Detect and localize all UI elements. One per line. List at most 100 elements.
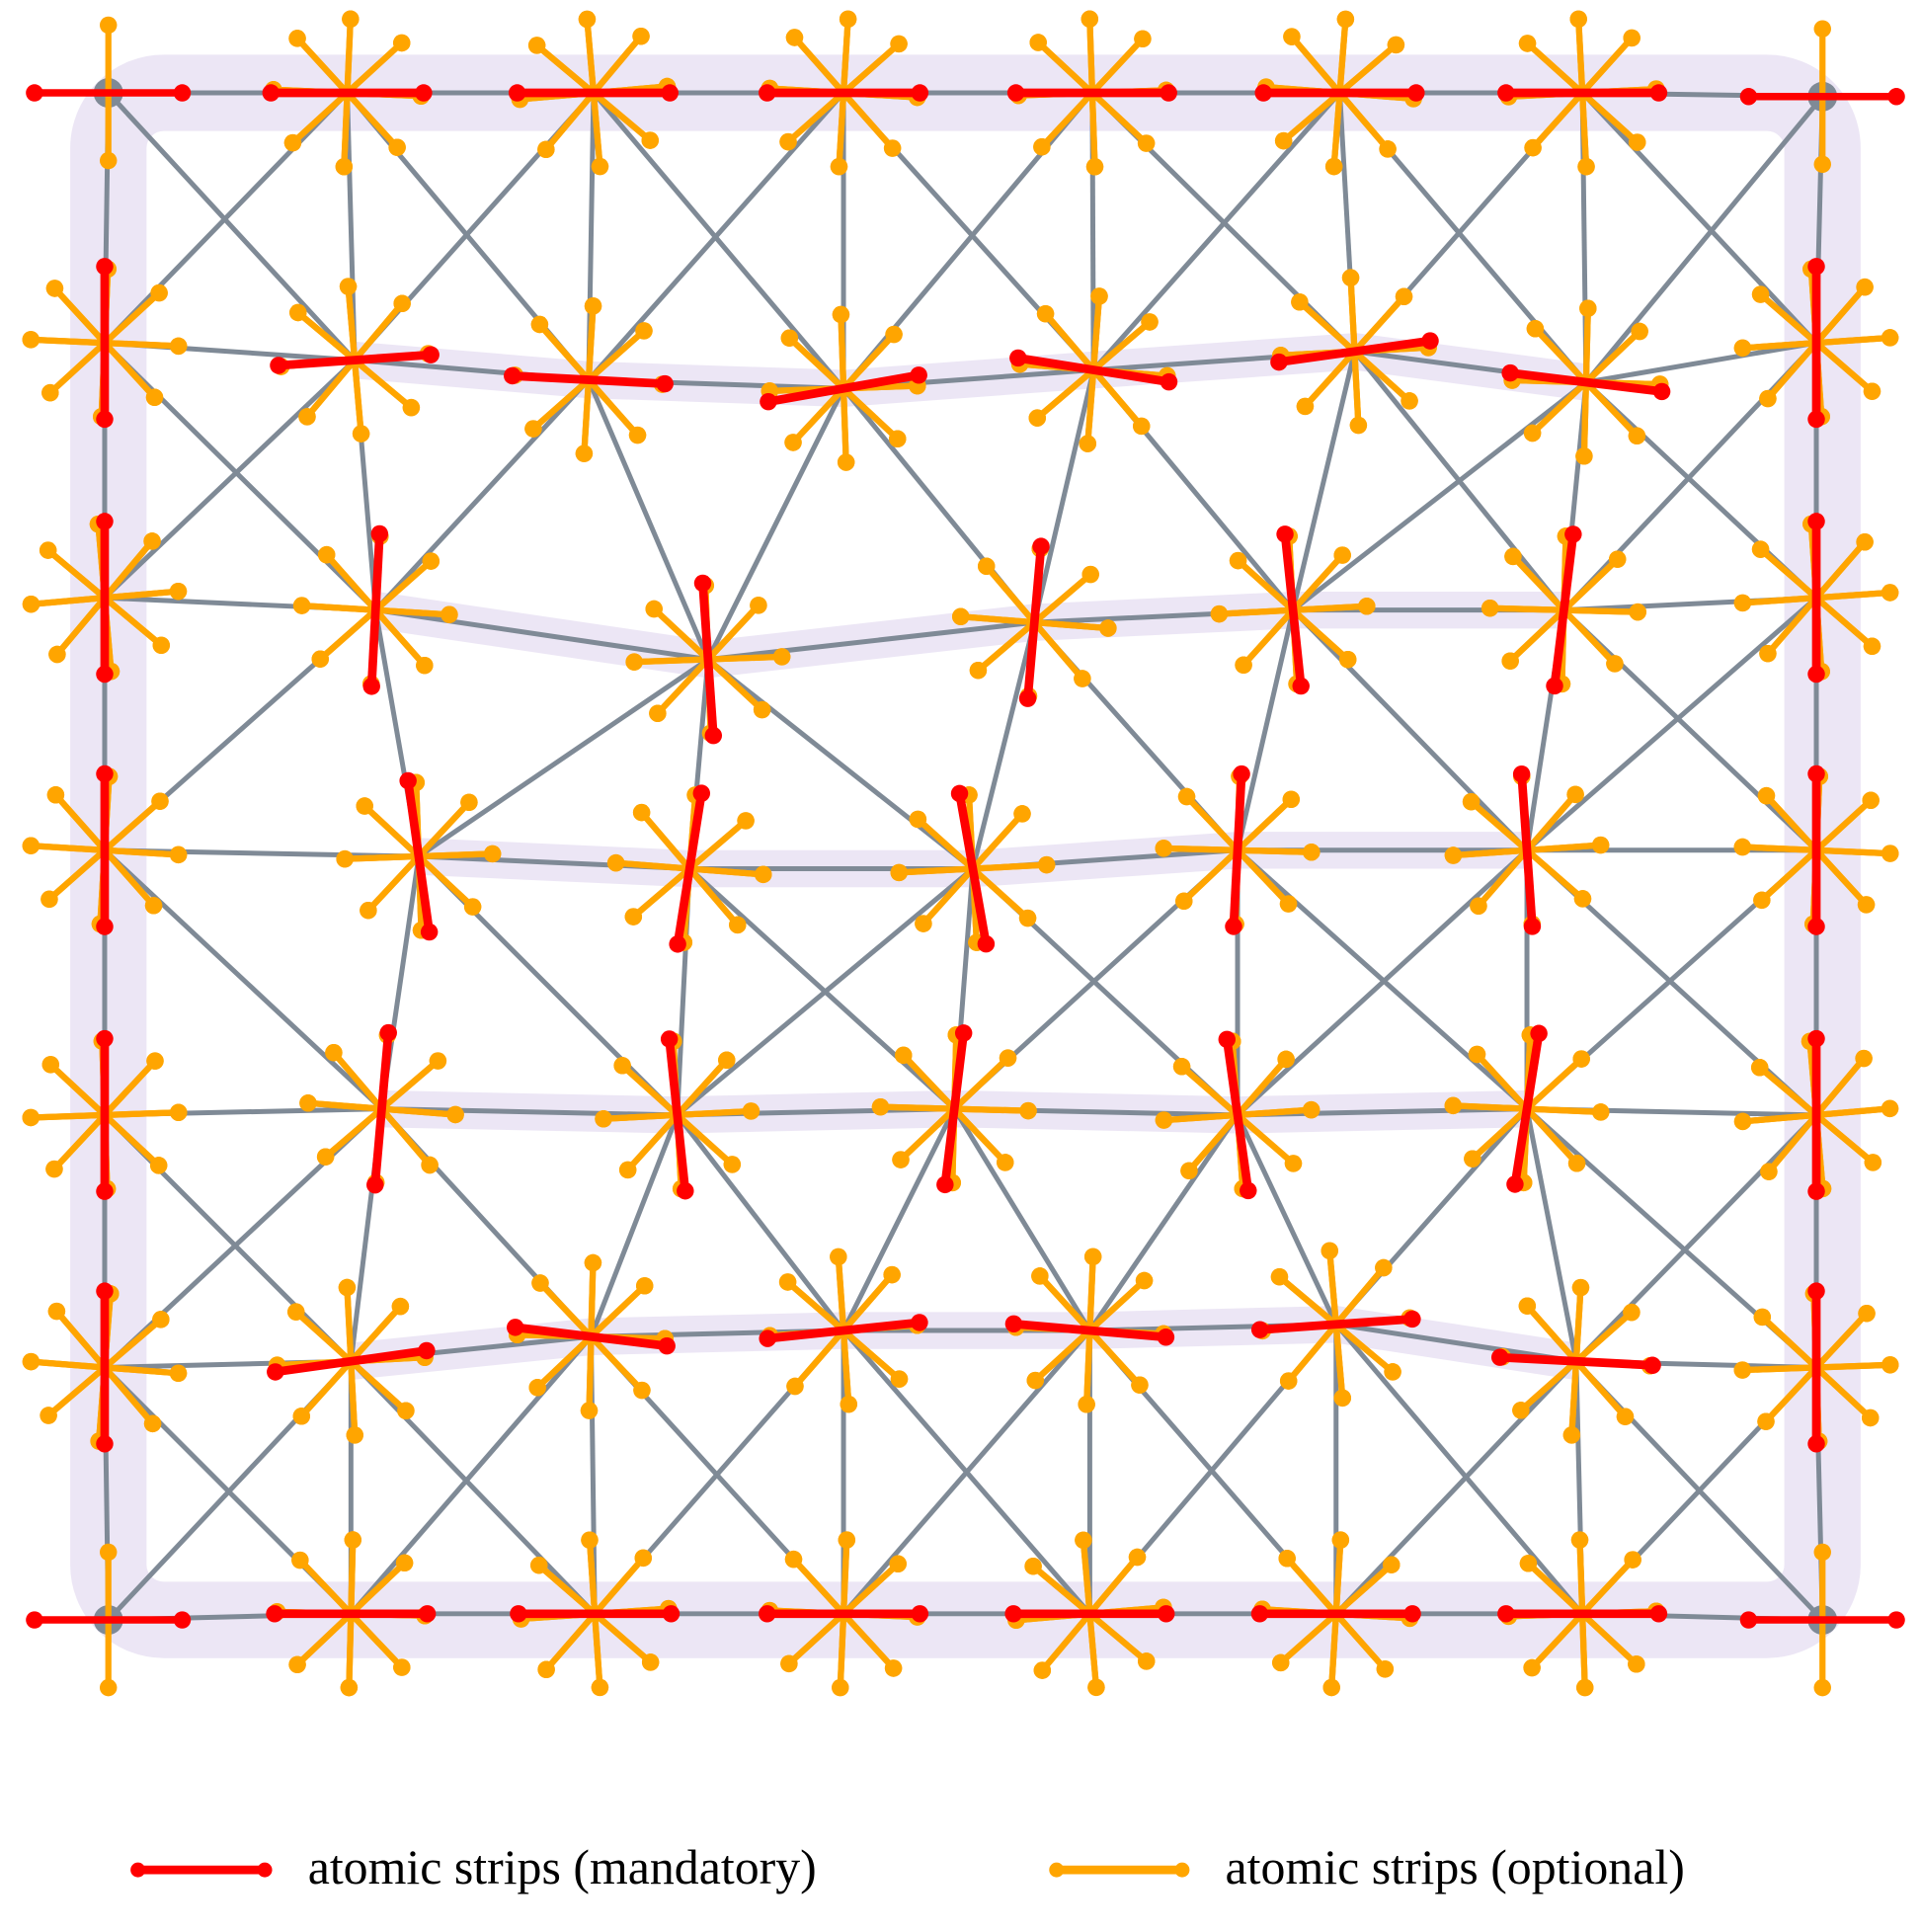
optional-strip-end: [1177, 787, 1196, 806]
mesh-edge: [1333, 1323, 1585, 1616]
mandatory-strip-end: [1649, 1605, 1668, 1623]
optional-strip-end: [99, 1678, 118, 1697]
optional-strip-end: [1331, 1531, 1350, 1549]
mandatory-strip: [1023, 545, 1046, 699]
optional-strip-end: [346, 1426, 363, 1444]
optional-strip-end: [397, 1402, 415, 1420]
mandatory-strip-end: [1807, 513, 1825, 530]
optional-strip-end: [1087, 1678, 1105, 1697]
optional-strip-end: [1074, 670, 1091, 687]
optional-strip-end: [1629, 603, 1646, 621]
optional-strip-end: [1155, 840, 1172, 857]
optional-strip-end: [750, 597, 767, 614]
optional-strip-end: [645, 600, 663, 618]
optional-strip-end: [316, 1148, 335, 1166]
mandatory-strip-end: [270, 357, 287, 374]
mandatory-strip: [278, 350, 432, 370]
optional-strip-end: [1081, 565, 1099, 584]
mandatory-strip-end: [362, 678, 380, 695]
optional-strip-end: [753, 700, 771, 719]
optional-strip-end: [1018, 909, 1037, 927]
mandatory-strip-end: [1225, 918, 1242, 935]
mandatory-strip-end: [504, 366, 521, 385]
optional-strip-end: [1341, 269, 1360, 286]
optional-strip-end: [1180, 1162, 1198, 1180]
mandatory-strip: [1013, 1319, 1166, 1342]
mesh-edge: [687, 866, 956, 1111]
optional-strip-end: [581, 1531, 599, 1549]
optional-strip-end: [1470, 897, 1487, 915]
optional-strip-end: [463, 898, 482, 916]
optional-strip-end: [1134, 30, 1152, 48]
mandatory-strip-end: [96, 1029, 114, 1048]
optional-strip-end: [895, 1046, 913, 1065]
optional-strip-end: [395, 1554, 414, 1572]
mandatory-strip-end: [1292, 677, 1310, 695]
optional-strip-end: [1881, 329, 1899, 347]
optional-strip-end: [718, 1051, 736, 1069]
optional-strip-end: [429, 1052, 447, 1070]
optional-strip-end: [1881, 584, 1899, 602]
mandatory-strip: [1510, 1032, 1544, 1185]
optional-strip-end: [837, 453, 855, 471]
optional-strip-end: [786, 1377, 804, 1396]
optional-strip-end: [883, 139, 902, 157]
optional-strip-end: [1523, 424, 1542, 443]
optional-strip-end: [838, 1531, 856, 1549]
optional-strip-end: [339, 278, 358, 295]
optional-strip-end: [641, 131, 659, 149]
optional-strip-end: [143, 532, 161, 550]
optional-strip-end: [1562, 1426, 1581, 1444]
optional-strip-end: [840, 1395, 858, 1413]
optional-strip-end: [291, 1551, 309, 1570]
optional-strip-end: [1085, 158, 1104, 176]
mandatory-strip-end: [1739, 88, 1758, 106]
optional-strip-end: [1519, 1555, 1538, 1572]
optional-strip-end: [628, 426, 647, 444]
optional-strip-end: [632, 27, 650, 45]
optional-strip-end: [45, 1160, 63, 1178]
mandatory-strip: [665, 1038, 690, 1192]
mesh-edge: [1236, 847, 1529, 1117]
optional-strip-end: [1881, 845, 1899, 862]
optional-strip-end: [356, 797, 373, 815]
optional-strip-end: [575, 444, 594, 462]
optional-strip-end: [883, 1265, 901, 1284]
optional-strip-end: [909, 810, 927, 829]
optional-strip-end: [952, 607, 970, 626]
optional-strip-end: [388, 138, 406, 156]
mandatory-strip-end: [1564, 525, 1582, 543]
optional-strip-end: [342, 10, 360, 29]
mandatory-strip-end: [669, 935, 686, 953]
mandatory-strip-end: [1643, 1356, 1661, 1374]
optional-strip-end: [1462, 792, 1481, 811]
mandatory-strip-end: [262, 84, 280, 102]
mesh-edge: [1583, 95, 1825, 384]
legend: atomic strips (mandatory) atomic strips …: [130, 1840, 1685, 1894]
legend-dot: [1049, 1862, 1065, 1878]
optional-strip-end: [830, 157, 848, 176]
optional-strip-end: [892, 1151, 910, 1168]
mandatory-strip-end: [911, 1605, 929, 1623]
mandatory-strip-end: [508, 84, 526, 102]
optional-strip-end: [1856, 278, 1874, 296]
mesh-edge: [952, 1107, 1092, 1332]
optional-strip-end: [1303, 844, 1321, 861]
mandatory-strip-end: [950, 784, 969, 803]
optional-strip-end: [393, 1658, 411, 1676]
mesh-edge: [1574, 1113, 1818, 1363]
optional-strip-end: [1172, 1058, 1191, 1076]
mandatory-strip-end: [1497, 1605, 1515, 1623]
mandatory-strip-end: [660, 1030, 679, 1048]
mandatory-strip-end: [936, 1175, 954, 1194]
legend-label: atomic strips (optional): [1226, 1840, 1685, 1894]
optional-strip-end: [1579, 299, 1597, 317]
optional-strip-end: [1591, 836, 1610, 854]
mesh-edge: [103, 91, 350, 345]
optional-strip-end: [1272, 1653, 1290, 1672]
optional-strip-end: [1733, 339, 1752, 358]
optional-strip-end: [1037, 855, 1056, 874]
optional-strip-end: [1283, 28, 1301, 45]
optional-strip-end: [729, 916, 747, 934]
